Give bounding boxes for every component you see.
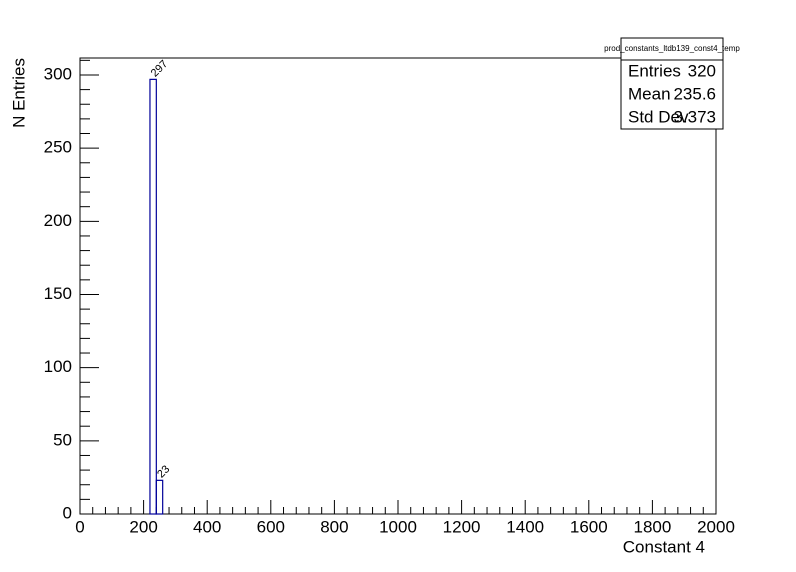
stats-value: 235.6 — [673, 84, 716, 103]
bar — [149, 78, 157, 515]
x-tick-label: 2000 — [697, 517, 735, 536]
x-tick-label: 800 — [320, 517, 348, 536]
y-tick-label: 100 — [44, 357, 72, 376]
stats-value: 320 — [688, 61, 716, 80]
y-tick-label: 200 — [44, 211, 72, 230]
stats-title: prod_constants_ltdb139_const4_temp — [604, 44, 740, 53]
x-tick-label: 1200 — [443, 517, 481, 536]
bar — [155, 479, 164, 515]
x-axis-label: Constant 4 — [623, 537, 705, 556]
y-tick-label: 0 — [63, 503, 72, 522]
x-tick-label: 400 — [193, 517, 221, 536]
x-tick-label: 1800 — [633, 517, 671, 536]
y-axis-label: N Entries — [9, 58, 28, 128]
y-tick-label: 250 — [44, 138, 72, 157]
x-tick-label: 1000 — [379, 517, 417, 536]
stats-label: Entries — [628, 61, 681, 80]
data-label: 23 — [155, 463, 172, 480]
stats-box — [620, 37, 724, 130]
stats-label: Mean — [628, 84, 671, 103]
y-tick-label: 50 — [53, 430, 72, 449]
data-label: 297 — [149, 58, 170, 79]
y-tick-label: 300 — [44, 64, 72, 83]
x-tick-label: 1600 — [570, 517, 608, 536]
y-tick-label: 150 — [44, 284, 72, 303]
x-tick-label: 600 — [257, 517, 285, 536]
stats-label: Std Dev — [628, 107, 689, 126]
x-tick-label: 200 — [129, 517, 157, 536]
stats-value: 3.373 — [673, 107, 716, 126]
x-tick-label: 0 — [75, 517, 84, 536]
x-tick-label: 1400 — [506, 517, 544, 536]
